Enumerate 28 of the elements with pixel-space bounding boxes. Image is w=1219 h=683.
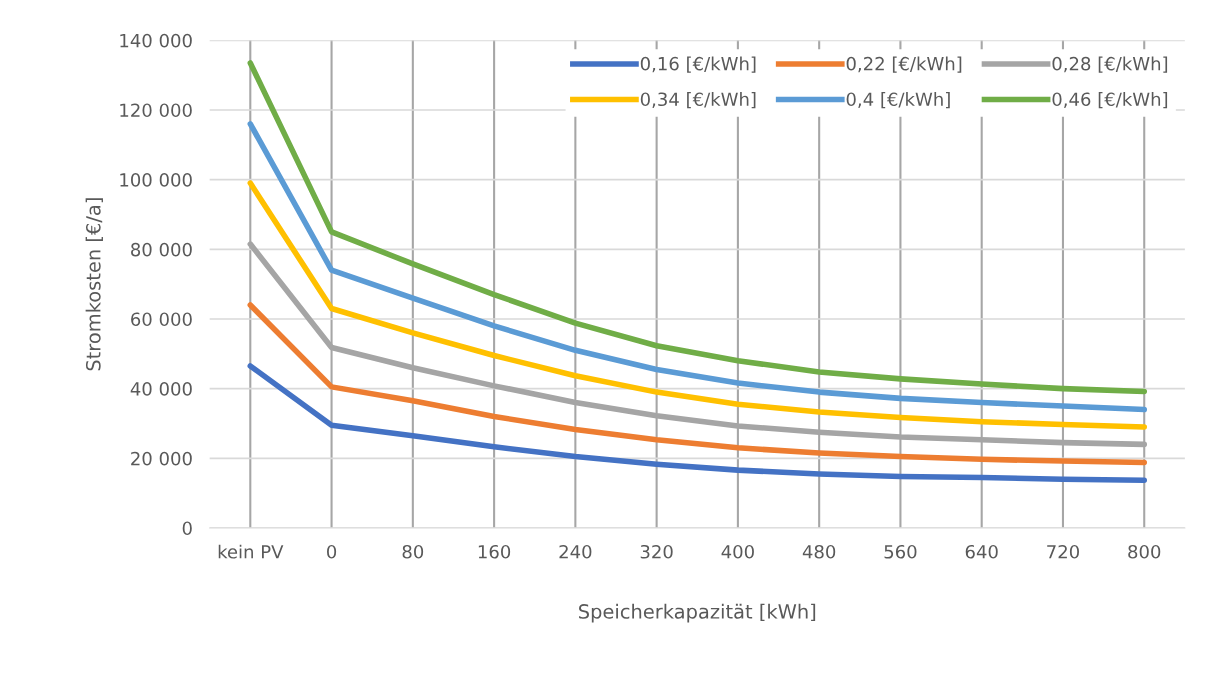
y-tick-label: 60 000 bbox=[131, 312, 192, 327]
y-tick-label: 100 000 bbox=[120, 173, 192, 187]
x-tick-label: kein PV bbox=[218, 544, 284, 559]
legend-label: 0,34 [€/kWh] bbox=[640, 92, 756, 109]
x-tick-label: 80 bbox=[402, 544, 424, 559]
y-tick-label: 120 000 bbox=[120, 103, 192, 118]
x-tick-label: 800 bbox=[1128, 544, 1161, 559]
x-axis-title: Speicherkapazität [kWh] bbox=[579, 603, 816, 623]
legend-label: 0,28 [€/kWh] bbox=[1052, 56, 1168, 73]
x-tick-label: 400 bbox=[721, 544, 754, 559]
y-tick-label: 140 000 bbox=[120, 33, 192, 48]
x-tick-label: 560 bbox=[884, 544, 917, 559]
x-tick-label: 240 bbox=[559, 544, 592, 559]
y-tick-label: 40 000 bbox=[130, 382, 192, 396]
x-tick-label: 480 bbox=[802, 544, 836, 559]
x-tick-label: 640 bbox=[965, 544, 998, 559]
x-tick-label: 0 bbox=[327, 544, 337, 559]
y-tick-label: 20 000 bbox=[131, 451, 192, 466]
y-axis-title: Stromkosten [€/a] bbox=[85, 198, 103, 371]
legend-label: 0,4 [€/kWh] bbox=[846, 92, 950, 109]
y-tick-label: 80 000 bbox=[131, 242, 192, 257]
legend-label: 0,22 [€/kWh] bbox=[846, 56, 962, 73]
y-tick-label: 0 bbox=[182, 521, 192, 536]
x-tick-label: 160 bbox=[478, 544, 511, 559]
x-tick-label: 320 bbox=[640, 544, 673, 559]
legend-label: 0,46 [€/kWh] bbox=[1052, 92, 1168, 109]
legend-label: 0,16 [€/kWh] bbox=[640, 56, 756, 73]
x-tick-label: 720 bbox=[1047, 544, 1079, 559]
